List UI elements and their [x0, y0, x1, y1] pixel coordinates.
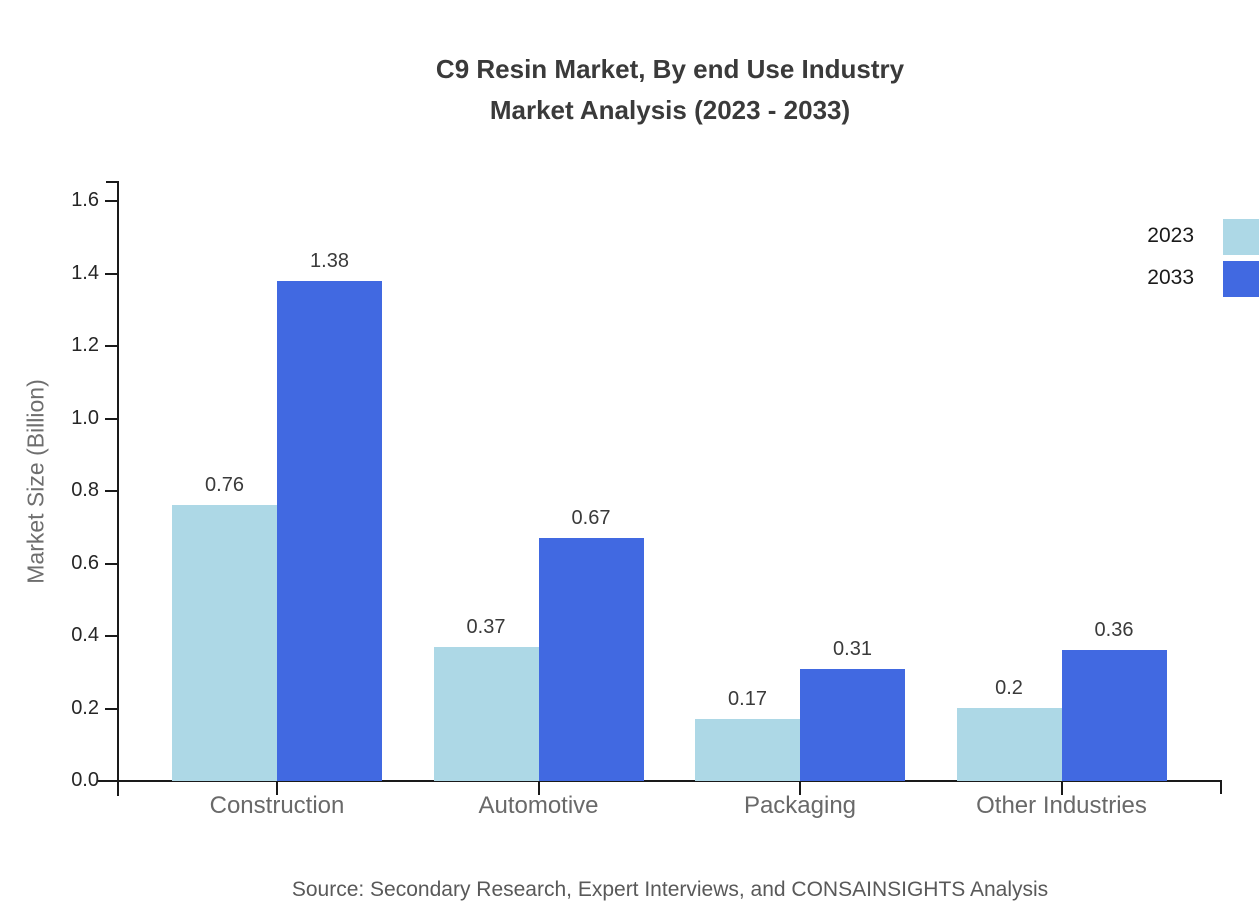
- bar-2023-automotive: [433, 647, 539, 781]
- x-category-label: Other Industries: [976, 792, 1147, 819]
- bar-value-label: 0.36: [1094, 619, 1134, 641]
- y-tick-mark: [105, 200, 118, 202]
- legend-swatch-2033: [1223, 261, 1259, 297]
- chart-title-line-2: Market Analysis (2023 - 2033): [489, 95, 851, 125]
- bar-value-label: 0.17: [728, 688, 767, 710]
- x-category-label: Automotive: [478, 792, 599, 819]
- x-category-label: Packaging: [743, 792, 857, 819]
- bar-2033-automotive: [538, 538, 644, 781]
- x-tick-mark: [799, 782, 801, 795]
- bar-2033-construction: [277, 281, 382, 781]
- y-axis-top-cap: [106, 181, 119, 183]
- legend-label-2023: 2023: [1147, 224, 1194, 247]
- bar-2023-other-industries: [956, 708, 1062, 781]
- y-tick-mark: [105, 272, 118, 275]
- bar-value-label: 0.76: [205, 474, 244, 496]
- y-tick-mark: [105, 490, 118, 492]
- y-tick-mark: [105, 562, 118, 565]
- x-tick-mark: [537, 782, 540, 795]
- legend-swatch-2023: [1223, 219, 1259, 255]
- x-axis-end-cap: [1220, 780, 1222, 794]
- chart-title: C9 Resin Market, By end Use Industry Mar…: [118, 49, 1222, 131]
- bar-2023-construction: [172, 505, 277, 781]
- bar-2033-other-industries: [1061, 650, 1167, 781]
- bar-value-label: 1.38: [310, 250, 349, 272]
- y-tick-mark: [105, 780, 118, 782]
- y-tick-label: 0.0: [71, 769, 99, 791]
- y-tick-label: 1.2: [71, 334, 99, 356]
- legend-label-2033: 2033: [1147, 266, 1194, 289]
- y-tick-mark: [105, 635, 118, 637]
- bar-value-label: 0.37: [466, 616, 506, 638]
- x-tick-mark: [1060, 782, 1063, 795]
- bar-value-label: 0.67: [571, 507, 611, 529]
- y-tick-mark: [105, 345, 118, 347]
- y-tick-label: 0.8: [71, 479, 99, 501]
- y-tick-label: 1.4: [71, 261, 99, 284]
- y-tick-label: 0.4: [71, 624, 99, 646]
- y-tick-label: 0.2: [71, 696, 99, 719]
- chart-title-line-1: C9 Resin Market, By end Use Industry: [435, 54, 905, 84]
- x-tick-mark: [276, 782, 278, 795]
- y-axis-line: [117, 181, 119, 796]
- source-note: Source: Secondary Research, Expert Inter…: [291, 878, 1049, 901]
- bar-2023-packaging: [695, 719, 800, 781]
- x-category-label: Construction: [209, 792, 345, 819]
- x-axis-line: [97, 780, 1221, 782]
- y-tick-mark: [105, 417, 118, 420]
- y-tick-label: 1.0: [71, 406, 99, 429]
- y-tick-mark: [105, 707, 118, 710]
- bar-value-label: 0.31: [833, 638, 872, 660]
- bar-value-label: 0.2: [995, 677, 1023, 699]
- y-tick-label: 0.6: [71, 551, 99, 574]
- y-tick-label: 1.6: [71, 189, 99, 211]
- bar-2033-packaging: [800, 669, 905, 781]
